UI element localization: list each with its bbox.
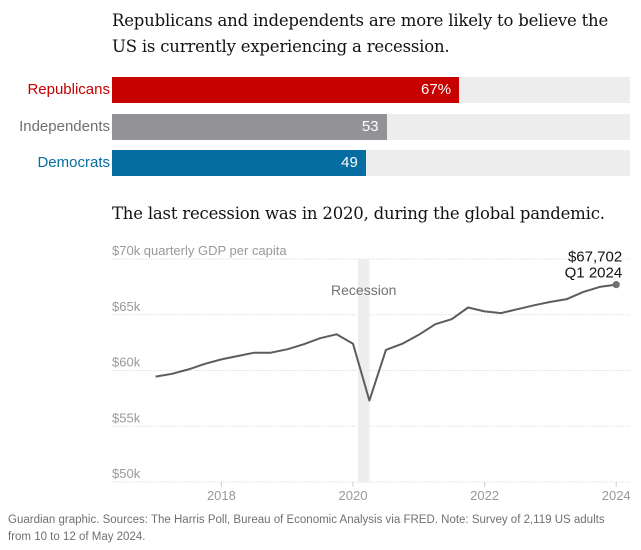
line-chart: $50k $55k $60k $65k $70k quarterly GDP per c… (112, 243, 631, 503)
bar-label-independents: Independents (19, 118, 110, 135)
bar-track: 53 (112, 114, 630, 140)
source-footnote: Guardian graphic. Sources: The Harris Po… (8, 514, 605, 543)
bar-independents (112, 114, 387, 140)
y-tick-labels: $50k $55k $60k $65k $70k quarterly GDP per c… (112, 243, 287, 481)
y-tick-label: $50k (112, 466, 141, 481)
bar-track: 67% (112, 77, 630, 103)
end-value-label: $67,702 (568, 249, 622, 266)
gridlines (112, 258, 630, 483)
x-tick-label: 2020 (339, 488, 368, 503)
bar-value-label: 49 (341, 154, 358, 171)
bar-democrats (112, 150, 366, 176)
x-tick-label: 2024 (602, 488, 631, 503)
bar-chart-title: Republicans and independents are more li… (112, 11, 609, 56)
bar-value-label: 53 (361, 118, 379, 135)
bar-label-democrats: Democrats (37, 154, 110, 171)
recession-label: Recession (331, 282, 396, 298)
gdp-line (155, 283, 617, 402)
y-tick-label: $60k (112, 355, 141, 370)
end-point-marker (612, 281, 620, 289)
y-tick-label: $55k (112, 410, 141, 425)
bar-republicans (112, 77, 460, 103)
x-axis: 2018 2020 2022 2024 (207, 482, 631, 503)
bar-track: 49 (112, 150, 630, 176)
bar-label-republicans: Republicans (27, 81, 110, 98)
recession-band (358, 259, 370, 482)
bar-value-label: 67% (421, 81, 452, 98)
y-tick-label: $65k (112, 299, 141, 314)
y-tick-label: $70k quarterly GDP per capita (112, 243, 287, 258)
x-tick-label: 2022 (470, 488, 499, 503)
end-period-label: Q1 2024 (565, 265, 623, 282)
x-tick-label: 2018 (207, 488, 236, 503)
line-chart-title: The last recession was in 2020, during t… (112, 204, 605, 223)
